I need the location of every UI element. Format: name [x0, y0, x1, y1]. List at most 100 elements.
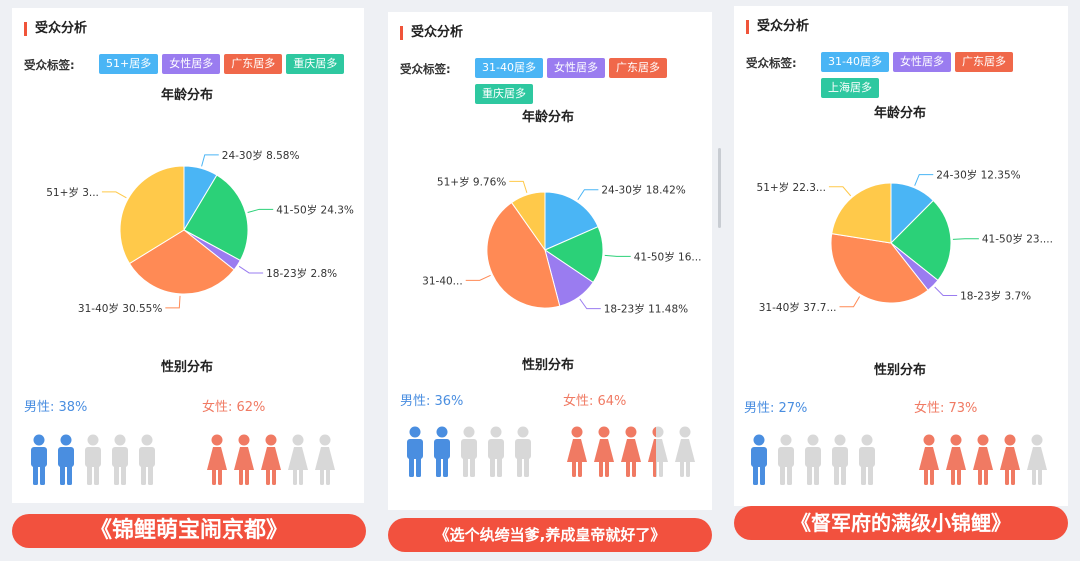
panel-title: 受众分析	[746, 20, 809, 34]
pie-slice-label: 41-50岁 23....	[982, 233, 1053, 246]
pie-slice-label: 18-23岁 3.7%	[960, 290, 1031, 303]
tags-label: 受众标签:	[746, 56, 797, 70]
age-title: 年龄分布	[160, 88, 213, 103]
audience-tag: 广东居多	[224, 54, 283, 74]
male-icons	[404, 426, 539, 482]
pie-slice	[543, 226, 604, 284]
female-person-icon	[1000, 434, 1020, 485]
pie-slice-label: 24-30岁 18.42%	[601, 184, 685, 197]
pie-slice	[831, 182, 892, 244]
female-person-icon	[1027, 434, 1047, 485]
female-person-icon	[261, 434, 281, 485]
female-person-icon	[919, 434, 939, 485]
female-percent: 女性: 62%	[202, 400, 266, 415]
audience-tag: 51+居多	[99, 54, 159, 74]
female-person-icon	[315, 434, 335, 485]
audience-tag: 女性居多	[162, 54, 221, 74]
age-pie-chart: 24-30岁 12.35% 41-50岁 23.... 18-23岁 3.7% 31-…	[757, 169, 1053, 314]
male-person-icon	[832, 434, 848, 485]
male-person-icon	[434, 426, 450, 477]
male-person-icon	[112, 434, 128, 485]
male-person-icon	[778, 434, 794, 485]
female-person-icon	[675, 426, 695, 477]
male-percent: 男性: 27%	[744, 401, 808, 416]
pie-leader-line	[934, 286, 958, 297]
pie-leader-line	[914, 174, 934, 186]
pie-leader-line	[839, 296, 861, 308]
pie-slice-label: 41-50岁 24.3%	[276, 203, 354, 216]
pie-leader-line	[238, 265, 264, 274]
title-banner-1: 《锦鲤萌宝闹京都》	[12, 514, 366, 548]
pie-slice-label: 24-30岁 8.58%	[222, 149, 300, 162]
male-percent: 男性: 36%	[400, 394, 464, 409]
male-person-icon	[31, 434, 47, 485]
male-person-icon	[805, 434, 821, 485]
pie-slice	[544, 191, 599, 251]
audience-tag: 广东居多	[954, 52, 1013, 72]
audience-panel-1: 受众分析 受众标签: 51+居多 女性居多 广东居多 重庆居多 年龄分布 24-30岁…	[12, 8, 364, 503]
male-person-icon	[139, 434, 155, 485]
pie-slice	[890, 199, 952, 282]
female-person-icon	[621, 426, 641, 477]
scrollbar[interactable]	[718, 148, 721, 228]
male-person-icon	[85, 434, 101, 485]
male-person-icon	[461, 426, 477, 477]
age-title: 年龄分布	[873, 106, 926, 121]
pie-slice-label: 41-50岁 16...	[634, 250, 702, 263]
tags-list: 31-40居多 女性居多 广东居多上海居多	[821, 50, 1021, 102]
female-percent: 女性: 64%	[563, 394, 627, 409]
audience-tag: 重庆居多	[286, 54, 345, 74]
gender-title: 性别分布	[521, 358, 574, 373]
pie-slice-label: 51+岁 3...	[46, 186, 99, 199]
male-icons	[748, 434, 883, 490]
age-title: 年龄分布	[521, 110, 574, 125]
pie-leader-line	[101, 191, 127, 199]
pie-slice	[510, 191, 546, 252]
pie-slice-label: 31-40岁 30.55%	[78, 302, 162, 315]
female-person-icon	[648, 426, 668, 477]
pie-leader-line	[952, 238, 979, 240]
audience-tag: 31-40居多	[821, 52, 889, 72]
gender-title: 性别分布	[160, 360, 213, 375]
audience-tag: 广东居多	[608, 58, 667, 78]
audience-tag: 女性居多	[546, 58, 605, 78]
pie-slice-label: 31-40岁 37.7...	[759, 301, 837, 314]
male-person-icon	[751, 434, 767, 485]
title-banner-3: 《督军府的满级小锦鲤》	[734, 506, 1068, 540]
age-pie-chart: 24-30岁 8.58% 41-50岁 24.3% 18-23岁 2.8% 31-40…	[46, 149, 354, 315]
female-percent: 女性: 73%	[914, 401, 978, 416]
tags-label: 受众标签:	[400, 62, 451, 76]
pie-leader-line	[577, 189, 599, 201]
pie-leader-line	[165, 295, 181, 309]
tags-label: 受众标签:	[24, 58, 75, 72]
male-icons	[28, 434, 163, 490]
male-person-icon	[515, 426, 531, 477]
pie-leader-line	[828, 186, 852, 197]
pie-slice-label: 31-40...	[422, 275, 463, 287]
pie-leader-line	[509, 180, 528, 193]
audience-tag: 上海居多	[821, 78, 879, 98]
male-percent: 男性: 38%	[24, 400, 88, 415]
audience-tag: 31-40居多	[475, 58, 543, 78]
title-banner-2: 《选个纨绔当爹,养成皇帝就好了》	[388, 518, 712, 552]
pie-slice-label: 51+岁 9.76%	[437, 175, 506, 188]
audience-panel-3: 受众分析 受众标签: 31-40居多 女性居多 广东居多上海居多 年龄分布 24-3…	[734, 6, 1068, 506]
female-icons	[918, 434, 1053, 490]
female-person-icon	[946, 434, 966, 485]
male-person-icon	[407, 426, 423, 477]
female-person-icon	[973, 434, 993, 485]
pie-slice	[128, 229, 235, 295]
pie-leader-line	[579, 298, 601, 310]
pie-slice-label: 18-23岁 2.8%	[266, 267, 337, 280]
audience-tag: 女性居多	[892, 52, 951, 72]
female-person-icon	[288, 434, 308, 485]
female-icons	[206, 434, 341, 490]
pie-leader-line	[247, 208, 274, 213]
male-person-icon	[488, 426, 504, 477]
age-pie-chart: 24-30岁 18.42% 41-50岁 16... 18-23岁 11.48% 31…	[422, 175, 702, 315]
gender-title: 性别分布	[873, 363, 926, 378]
male-person-icon	[859, 434, 875, 485]
female-person-icon	[594, 426, 614, 477]
pie-slice	[830, 233, 929, 304]
tags-list: 31-40居多 女性居多 广东居多重庆居多	[475, 56, 675, 108]
